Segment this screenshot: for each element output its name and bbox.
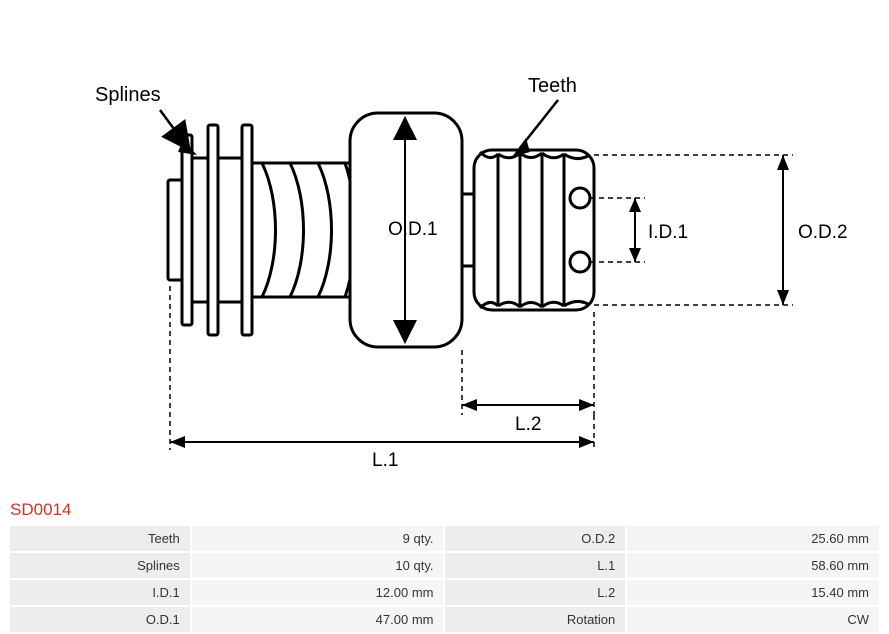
spec-value: 58.60 mm: [627, 553, 879, 578]
table-row: I.D.1 12.00 mm L.2 15.40 mm: [10, 580, 879, 605]
table-row: Teeth 9 qty. O.D.2 25.60 mm: [10, 526, 879, 551]
table-row: O.D.1 47.00 mm Rotation CW: [10, 607, 879, 632]
label-l2: L.2: [515, 414, 541, 435]
part-number: SD0014: [10, 500, 71, 520]
spec-value: 25.60 mm: [627, 526, 879, 551]
spec-value: 47.00 mm: [192, 607, 444, 632]
spec-label: Splines: [10, 553, 190, 578]
table-row: Splines 10 qty. L.1 58.60 mm: [10, 553, 879, 578]
label-id1: I.D.1: [648, 222, 688, 243]
spec-label: I.D.1: [10, 580, 190, 605]
label-splines: Splines: [95, 84, 161, 106]
spec-value: 12.00 mm: [192, 580, 444, 605]
spec-label: Teeth: [10, 526, 190, 551]
spec-value: 10 qty.: [192, 553, 444, 578]
spec-label: O.D.2: [445, 526, 625, 551]
spec-table: Teeth 9 qty. O.D.2 25.60 mm Splines 10 q…: [8, 524, 881, 634]
spec-value: CW: [627, 607, 879, 632]
label-od1: O.D.1: [388, 219, 438, 240]
spec-value: 15.40 mm: [627, 580, 879, 605]
spec-label: L.1: [445, 553, 625, 578]
label-teeth: Teeth: [528, 75, 577, 97]
label-l1: L.1: [372, 450, 398, 471]
spec-label: Rotation: [445, 607, 625, 632]
spec-value: 9 qty.: [192, 526, 444, 551]
label-od2: O.D.2: [798, 222, 848, 243]
spec-label: O.D.1: [10, 607, 190, 632]
technical-diagram: Splines Teeth O.D.1 I.D.1 O.D.2 L.2 L.1: [0, 0, 889, 490]
spec-label: L.2: [445, 580, 625, 605]
